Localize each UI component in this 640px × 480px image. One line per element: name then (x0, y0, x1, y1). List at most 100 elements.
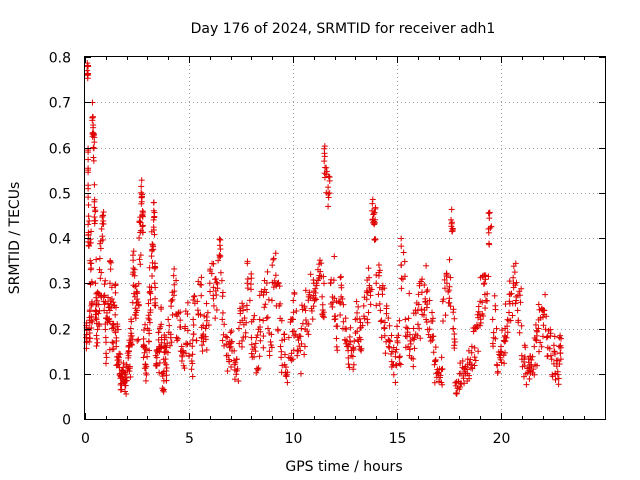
data-point (340, 318, 347, 325)
data-point (502, 349, 509, 356)
data-point (217, 246, 224, 253)
data-point (103, 350, 110, 357)
data-point (243, 319, 250, 326)
data-point (394, 323, 401, 330)
data-point (438, 379, 445, 386)
data-point (243, 302, 250, 309)
data-point (212, 315, 219, 322)
data-point (424, 301, 431, 308)
data-point (260, 333, 267, 340)
data-point (260, 317, 267, 324)
data-point (85, 156, 92, 163)
data-point (134, 290, 141, 297)
data-point (244, 260, 251, 267)
data-point (120, 360, 127, 367)
data-point (418, 289, 425, 296)
data-point (274, 326, 281, 333)
data-point (91, 220, 98, 227)
data-point (485, 229, 492, 236)
x-axis-label: GPS time / hours (285, 459, 402, 475)
data-point (144, 353, 151, 360)
data-point (248, 341, 255, 348)
data-point (102, 360, 109, 367)
data-point (95, 320, 102, 327)
data-point (170, 272, 177, 279)
data-point (490, 329, 497, 336)
data-point (265, 325, 272, 332)
data-point (410, 325, 417, 332)
data-point (189, 360, 196, 367)
data-point (96, 255, 103, 262)
data-point (529, 353, 536, 360)
data-point (479, 310, 486, 317)
data-point (118, 366, 125, 373)
data-point (95, 301, 102, 308)
data-point (328, 276, 335, 283)
y-tick-label: 0 (62, 413, 71, 429)
data-point (184, 299, 191, 306)
data-point (107, 266, 114, 273)
data-point (451, 336, 458, 343)
data-point (158, 306, 165, 313)
data-point (197, 311, 204, 318)
data-point (437, 372, 444, 379)
data-point (443, 273, 450, 280)
data-point (152, 284, 159, 291)
data-point (91, 214, 98, 221)
data-point (402, 316, 409, 323)
data-point (134, 337, 141, 344)
data-point (148, 253, 155, 260)
data-point (364, 316, 371, 323)
data-point (85, 194, 92, 201)
data-point (401, 273, 408, 280)
chart-title: Day 176 of 2024, SRMTID for receiver adh… (191, 21, 496, 37)
data-point (319, 293, 326, 300)
data-point (272, 272, 279, 279)
data-point (510, 274, 517, 281)
data-point (108, 296, 115, 303)
plot-frame (84, 56, 606, 420)
data-point (88, 302, 95, 309)
data-point (129, 252, 136, 259)
data-point (84, 63, 91, 70)
data-point (492, 306, 499, 313)
data-point (146, 264, 153, 271)
data-point (276, 302, 283, 309)
data-point (347, 324, 354, 331)
data-point (332, 315, 339, 322)
data-point (516, 288, 523, 295)
data-point (518, 356, 525, 363)
data-point (502, 337, 509, 344)
data-point (432, 344, 439, 351)
data-point (241, 315, 248, 322)
data-point (331, 313, 338, 320)
data-point (137, 252, 144, 259)
data-point (490, 343, 497, 350)
data-point (109, 346, 116, 353)
data-point (115, 326, 122, 333)
data-point (178, 352, 185, 359)
data-point (477, 316, 484, 323)
data-point (233, 356, 240, 363)
data-point (442, 312, 449, 319)
data-point (160, 370, 167, 377)
data-point (149, 273, 156, 280)
data-point (299, 306, 306, 313)
data-point (312, 285, 319, 292)
data-point (89, 279, 96, 286)
data-point (132, 315, 139, 322)
data-point (475, 303, 482, 310)
data-point (507, 317, 514, 324)
data-point (472, 357, 479, 364)
x-tick-label: 10 (285, 431, 303, 447)
data-point (501, 360, 508, 367)
data-point (468, 343, 475, 350)
data-point (173, 277, 180, 284)
x-tick-label: 0 (81, 431, 90, 447)
data-point (262, 301, 269, 308)
data-point (523, 381, 530, 388)
data-point (392, 379, 399, 386)
data-point (136, 302, 143, 309)
data-point (167, 342, 174, 349)
data-point (517, 299, 524, 306)
